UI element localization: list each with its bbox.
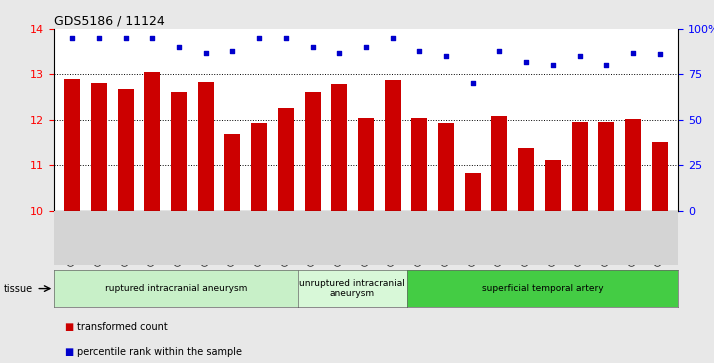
Bar bbox=[571, 122, 588, 211]
Point bbox=[654, 52, 665, 57]
Point bbox=[627, 50, 638, 56]
Point bbox=[333, 50, 345, 56]
Point bbox=[467, 81, 478, 86]
Point bbox=[94, 35, 105, 41]
Text: ■: ■ bbox=[64, 322, 74, 332]
Bar bbox=[598, 122, 614, 211]
Point bbox=[280, 35, 291, 41]
Bar bbox=[625, 119, 641, 211]
Bar bbox=[144, 72, 161, 211]
Bar bbox=[545, 160, 560, 211]
Point bbox=[66, 35, 78, 41]
Bar bbox=[518, 148, 534, 211]
Bar bbox=[331, 85, 347, 211]
Point bbox=[146, 35, 158, 41]
Text: unruptured intracranial
aneurysm: unruptured intracranial aneurysm bbox=[299, 279, 406, 298]
Bar bbox=[171, 92, 187, 211]
Bar bbox=[438, 123, 454, 211]
Bar bbox=[411, 118, 428, 211]
Text: ruptured intracranial aneurysm: ruptured intracranial aneurysm bbox=[104, 284, 247, 293]
Bar bbox=[304, 92, 321, 211]
Point bbox=[361, 44, 372, 50]
Bar bbox=[278, 109, 294, 211]
Text: percentile rank within the sample: percentile rank within the sample bbox=[77, 347, 242, 357]
Bar bbox=[358, 118, 374, 211]
Point bbox=[120, 35, 131, 41]
Bar bbox=[251, 123, 267, 211]
Point bbox=[574, 53, 585, 59]
Text: tissue: tissue bbox=[4, 284, 33, 294]
Point bbox=[227, 48, 238, 54]
Point bbox=[174, 44, 185, 50]
Bar bbox=[385, 80, 401, 211]
Point bbox=[387, 35, 398, 41]
Point bbox=[547, 62, 558, 68]
Point bbox=[253, 35, 265, 41]
Text: superficial temporal artery: superficial temporal artery bbox=[482, 284, 603, 293]
Text: GDS5186 / 11124: GDS5186 / 11124 bbox=[54, 15, 164, 28]
Bar bbox=[91, 83, 107, 211]
Bar bbox=[198, 82, 213, 211]
Point bbox=[521, 59, 532, 65]
Point bbox=[441, 53, 452, 59]
Text: ■: ■ bbox=[64, 347, 74, 357]
Point bbox=[200, 50, 211, 56]
Bar bbox=[64, 79, 80, 211]
Point bbox=[413, 48, 425, 54]
Bar bbox=[652, 142, 668, 211]
Point bbox=[493, 48, 505, 54]
Bar bbox=[465, 174, 481, 211]
Point bbox=[307, 44, 318, 50]
Point bbox=[600, 62, 612, 68]
Bar bbox=[224, 134, 241, 211]
Bar bbox=[118, 89, 134, 211]
Bar bbox=[491, 116, 508, 211]
Text: transformed count: transformed count bbox=[77, 322, 168, 332]
